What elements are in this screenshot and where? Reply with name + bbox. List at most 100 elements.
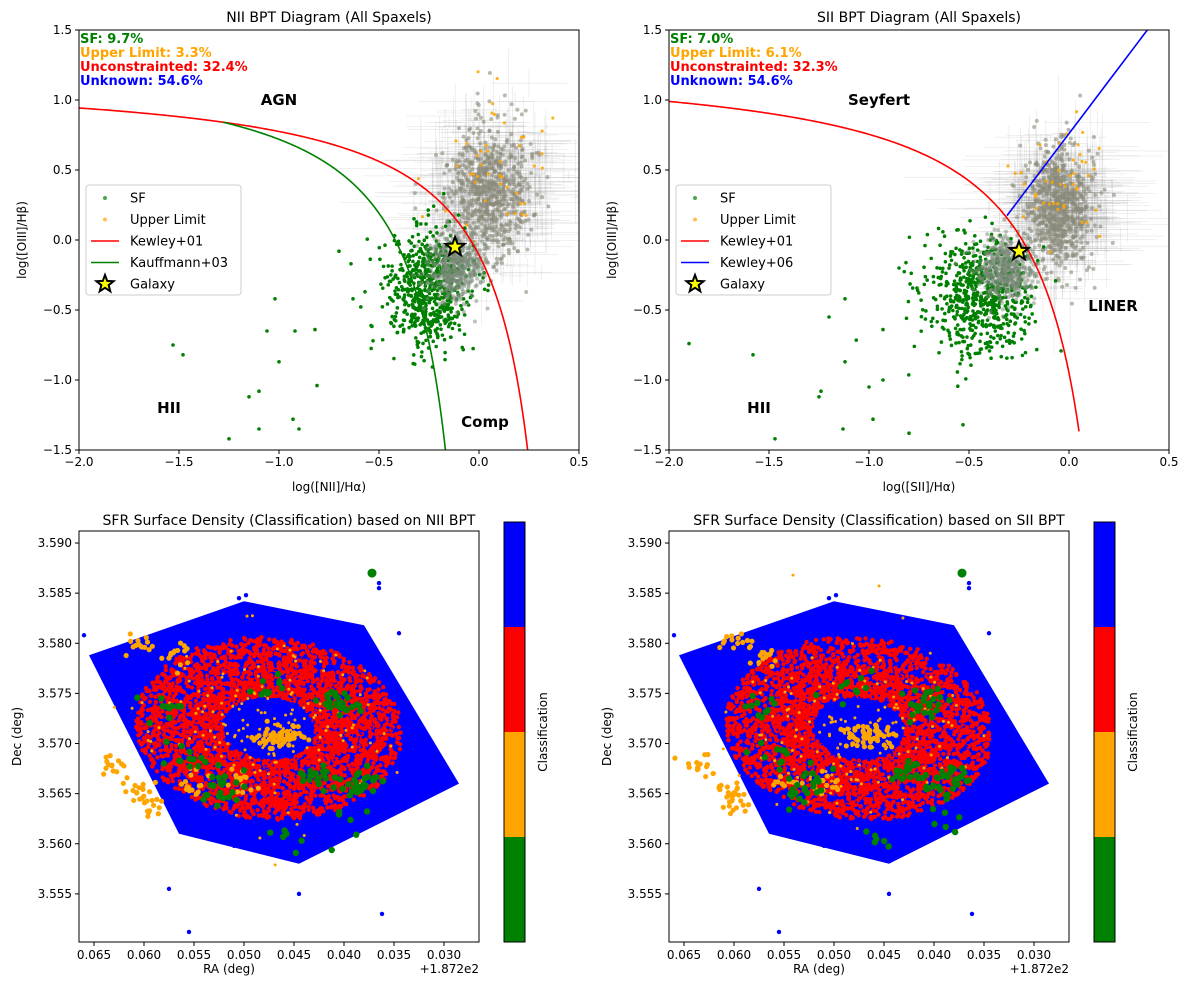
sf-overlay-point	[468, 271, 473, 276]
sf-point	[1041, 245, 1046, 249]
sf-point	[973, 331, 977, 336]
unknown-point	[1054, 261, 1059, 266]
sf-point	[978, 239, 983, 243]
sf-point	[957, 288, 962, 292]
unknown-point	[1082, 188, 1087, 193]
sf-point	[421, 341, 425, 346]
unknown-point	[1049, 246, 1054, 251]
unknown-point	[524, 289, 529, 294]
sf-outlier	[297, 427, 301, 431]
sf-point	[1025, 300, 1030, 305]
sf-overlay-point	[428, 267, 433, 272]
upper-limit-point	[475, 153, 479, 158]
sf-point	[423, 287, 427, 292]
unknown-point	[442, 200, 447, 205]
upper-limit-point	[483, 199, 487, 203]
sf-overlay-point	[442, 258, 447, 263]
sf-overlay-point	[425, 296, 430, 301]
sf-point	[486, 283, 491, 287]
sf-outlier	[313, 327, 317, 332]
sf-point	[964, 302, 968, 307]
sf-point	[433, 319, 438, 323]
sf-point	[411, 259, 415, 264]
sf-point	[966, 272, 970, 276]
sf-point	[1029, 294, 1034, 299]
unknown-point	[1032, 217, 1037, 222]
unknown-point	[1051, 167, 1056, 172]
unknown-point	[487, 128, 492, 133]
sf-point	[945, 302, 949, 306]
sf-point	[974, 297, 978, 301]
sf-point	[397, 280, 402, 285]
sf-point	[970, 318, 975, 322]
plot-area	[79, 48, 579, 450]
unknown-point	[519, 112, 524, 117]
unknown-point	[1085, 241, 1090, 246]
upper-limit-point	[1085, 220, 1089, 224]
unknown-point	[523, 108, 528, 113]
unknown-point	[1078, 236, 1083, 241]
sf-point	[942, 234, 947, 239]
sf-overlay-point	[476, 270, 481, 275]
unknown-point	[1065, 152, 1070, 157]
sf-overlay-point	[438, 283, 443, 288]
unknown-point	[1041, 257, 1046, 262]
unknown-point	[533, 212, 538, 217]
unknown-point	[465, 148, 470, 153]
upper-limit-point	[515, 191, 519, 195]
unknown-point	[515, 107, 520, 112]
unknown-point	[1027, 160, 1032, 165]
unknown-point	[502, 93, 507, 98]
upper-limit-point	[1038, 143, 1042, 147]
sf-point	[906, 299, 911, 304]
unknown-point	[496, 189, 501, 194]
unknown-point	[465, 183, 470, 188]
upper-limit-point	[1086, 174, 1090, 178]
unknown-point	[1024, 175, 1029, 180]
sf-point	[999, 333, 1003, 338]
sf-point	[979, 311, 983, 315]
unknown-point	[1063, 210, 1068, 215]
sf-point	[924, 309, 928, 313]
unknown-point	[1060, 233, 1065, 238]
unknown-point	[1044, 271, 1049, 276]
unknown-point	[1029, 229, 1034, 234]
unknown-point	[1035, 231, 1040, 236]
unknown-point	[1090, 155, 1095, 160]
unknown-point	[1059, 146, 1064, 151]
sf-point	[443, 357, 447, 362]
unknown-points	[412, 71, 551, 294]
upper-limit-point	[1076, 143, 1080, 147]
unknown-point	[1042, 204, 1047, 209]
sf-point	[406, 254, 410, 259]
sf-point	[971, 254, 976, 258]
upper-limit-point	[473, 180, 477, 184]
sf-point	[981, 324, 986, 328]
sf-point	[446, 302, 451, 307]
sf-overlay-point	[462, 273, 467, 278]
sf-point	[978, 295, 983, 300]
chart-title: NII BPT Diagram (All Spaxels)	[226, 10, 432, 26]
unknown-point	[433, 152, 438, 157]
unknown-point	[1084, 268, 1089, 273]
unknown-point	[1064, 169, 1069, 174]
unknown-point	[477, 185, 482, 190]
sf-point	[432, 310, 436, 315]
sf-point	[389, 273, 393, 277]
unknown-point	[490, 183, 495, 188]
unknown-point	[413, 206, 418, 211]
unknown-point	[459, 200, 464, 205]
unknown-point	[1038, 146, 1043, 151]
unknown-point	[546, 204, 551, 209]
unknown-point	[1052, 228, 1057, 233]
unknown-point	[483, 140, 488, 145]
sf-point	[407, 280, 412, 284]
unknown-point	[1030, 184, 1035, 189]
sf-point	[414, 319, 418, 323]
unknown-point	[516, 230, 521, 235]
sf-point	[962, 269, 966, 273]
sf-overlay-point	[481, 271, 486, 276]
sf-point	[411, 253, 416, 258]
sf-overlay-point	[471, 255, 476, 260]
unknown-point	[494, 268, 499, 273]
